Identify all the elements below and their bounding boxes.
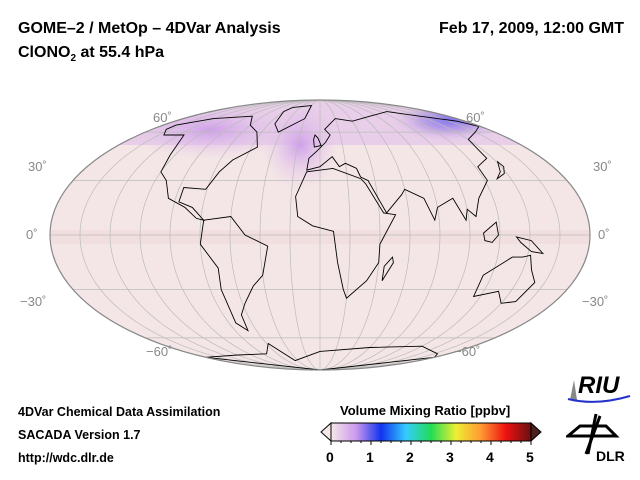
footer-link[interactable]: http://wdc.dlr.de [18, 451, 114, 465]
coastline-eurasia [306, 111, 488, 222]
product-title: GOME–2 / MetOp – 4DVar Analysis [18, 20, 281, 37]
map-border [49, 99, 591, 371]
colorbar-tick-1: 1 [366, 449, 374, 465]
colorbar-tick-5: 5 [526, 449, 534, 465]
dlr-logo-text: DLR [596, 448, 625, 464]
lat-label-left-30: 30˚ [28, 159, 47, 174]
species-suffix: at 55.4 hPa [76, 44, 165, 61]
coastline-japan [496, 160, 505, 181]
coastline-africa [295, 167, 397, 299]
coastline-antarctica [205, 342, 439, 370]
species-label: ClONO2 at 55.4 hPa [18, 44, 164, 64]
lat-label-left-60: 60˚ [153, 110, 172, 125]
lat-label-left-minus60: −60˚ [146, 344, 173, 359]
riu-logo-text: RIU [578, 372, 620, 399]
colorbar-under-arrow [320, 421, 332, 443]
lat-label-right-30: 30˚ [593, 159, 612, 174]
colorbar-title: Volume Mixing Ratio [ppbv] [340, 403, 511, 418]
coastline-uk [313, 134, 322, 148]
coastline-australia [472, 254, 536, 304]
lat-label-left-minus30: −30˚ [20, 294, 47, 309]
lat-label-left-0: 0˚ [26, 227, 38, 242]
coastline-new-guinea [515, 236, 545, 255]
world-map [49, 99, 591, 371]
dlr-logo: DLR [566, 412, 632, 468]
species-subscript: 2 [70, 53, 77, 65]
lat-label-right-0: 0˚ [598, 227, 610, 242]
coastline-madagascar [381, 256, 394, 281]
lat-label-right-minus30: −30˚ [582, 294, 609, 309]
colorbar-gradient [330, 422, 532, 442]
colorbar-over-arrow [530, 421, 542, 443]
footer-line-2: SACADA Version 1.7 [18, 428, 141, 442]
coastline-north-america [160, 115, 258, 221]
colorbar-tick-4: 4 [486, 449, 494, 465]
footer-line-1: 4DVar Chemical Data Assimilation [18, 405, 221, 419]
colorbar-tick-2: 2 [406, 449, 414, 465]
coastlines [160, 104, 545, 370]
species-prefix: ClONO [18, 44, 71, 61]
dlr-emblem [566, 413, 620, 455]
graticule [50, 100, 590, 370]
colorbar [320, 421, 542, 445]
colorbar-tick-0: 0 [326, 449, 334, 465]
colorbar-tick-3: 3 [446, 449, 454, 465]
analysis-datetime: Feb 17, 2009, 12:00 GMT [439, 20, 624, 37]
coastline-borneo [483, 221, 499, 243]
riu-logo: RIU [566, 372, 632, 404]
coastline-south-america [199, 216, 269, 332]
coastline-greenland [274, 104, 313, 133]
lat-label-right-60: 60˚ [466, 110, 485, 125]
lat-label-right-minus60: −60˚ [454, 344, 481, 359]
